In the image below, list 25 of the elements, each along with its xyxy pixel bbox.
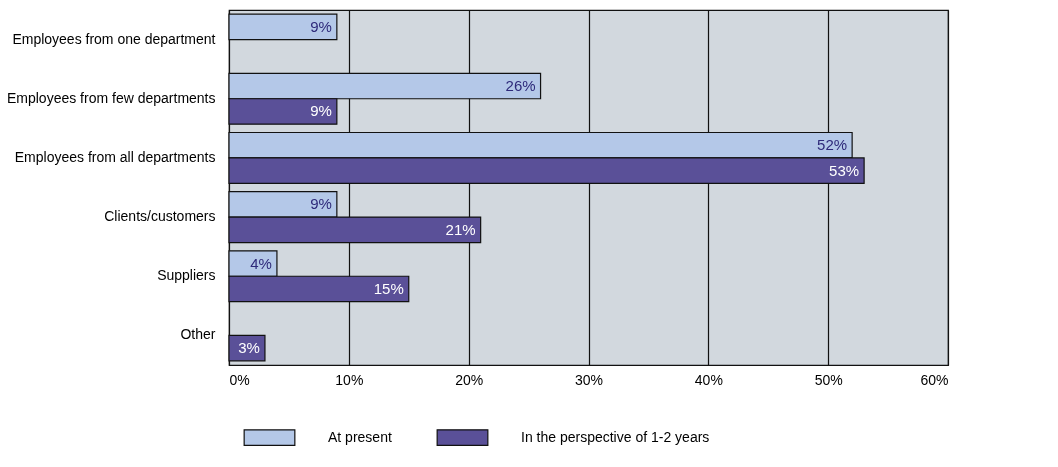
data-label: 21% [445, 220, 476, 238]
data-label: 4% [250, 254, 272, 272]
data-label: 52% [817, 136, 848, 154]
data-label: 9% [310, 195, 332, 213]
y-tick-label: Employees from all departments [14, 148, 216, 165]
x-tick-label: 20% [455, 371, 484, 388]
y-tick-label: Clients/customers [104, 208, 216, 225]
y-tick-label: Suppliers [157, 267, 216, 284]
data-label: 9% [310, 102, 332, 120]
data-label: 15% [373, 279, 404, 297]
x-tick-label: 40% [694, 371, 723, 388]
data-label: 9% [310, 17, 332, 35]
data-label: 26% [505, 77, 536, 95]
x-tick-label: 0% [229, 371, 250, 388]
x-tick-label: 30% [574, 371, 604, 388]
legend-label: In the perspective of 1-2 years [521, 428, 710, 445]
y-tick-label: Employees from few departments [6, 89, 216, 106]
data-label: 3% [238, 339, 260, 357]
legend-label: At present [328, 428, 392, 445]
x-tick-label: 60% [920, 371, 949, 388]
y-tick-label: Other [180, 326, 216, 343]
data-label: 53% [829, 161, 860, 179]
x-tick-label: 10% [335, 371, 364, 388]
y-tick-label: Employees from one department [12, 30, 216, 47]
x-tick-label: 50% [814, 371, 843, 388]
